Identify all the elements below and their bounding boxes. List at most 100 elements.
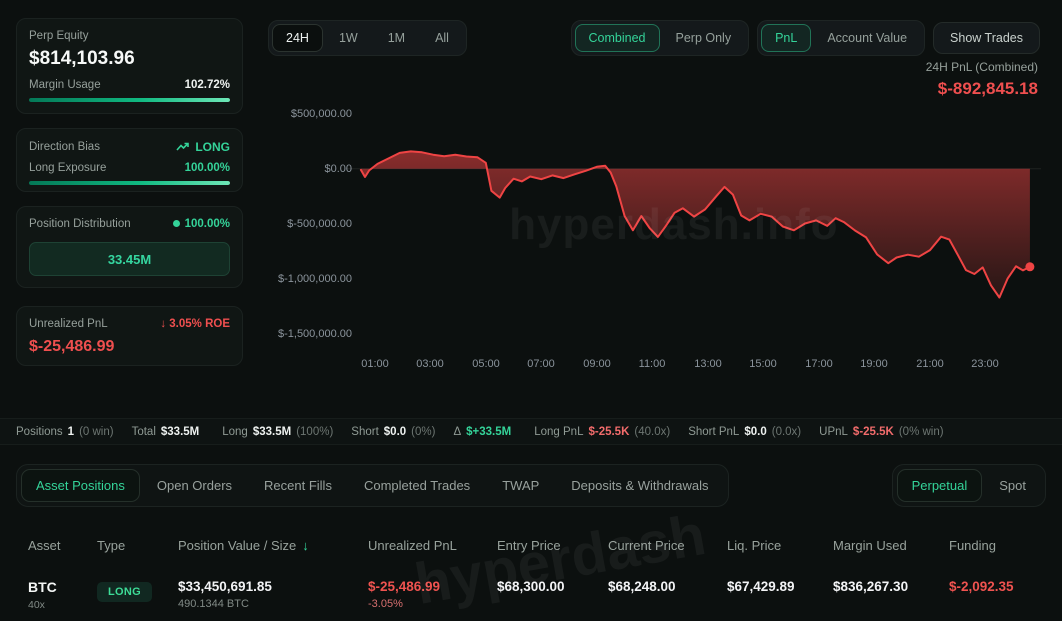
- stat-total: Total $33.5M: [131, 425, 200, 438]
- unrealized-pnl-label: Unrealized PnL: [29, 318, 108, 330]
- asset-symbol: BTC: [28, 579, 57, 595]
- x-axis-tick-label: 17:00: [805, 358, 833, 370]
- view-tab-pnl[interactable]: PnL: [761, 24, 812, 52]
- tab-open-orders[interactable]: Open Orders: [142, 469, 247, 502]
- x-axis-tick-label: 19:00: [860, 358, 888, 370]
- range-tab-24h[interactable]: 24H: [272, 24, 323, 52]
- stat-positions: Positions 1 (0 win): [16, 425, 114, 438]
- tab-asset-positions[interactable]: Asset Positions: [21, 469, 140, 502]
- cell-position-value: $33,450,691.85 490.1344 BTC: [178, 579, 368, 610]
- stat-long: Long $33.5M (100%): [222, 425, 334, 438]
- position-distribution-value: 100.00%: [184, 218, 230, 230]
- x-axis-tick-label: 03:00: [416, 358, 444, 370]
- sort-descending-icon[interactable]: ↓: [302, 538, 309, 553]
- position-tabs: Asset Positions Open Orders Recent Fills…: [16, 464, 729, 507]
- tab-deposits-withdrawals[interactable]: Deposits & Withdrawals: [556, 469, 723, 502]
- col-entry-price[interactable]: Entry Price: [497, 538, 561, 553]
- chart-title-block: 24H PnL (Combined) $-892,845.18: [926, 60, 1038, 99]
- y-axis-tick-label: $0.00: [324, 163, 352, 175]
- stat-short-pnl: Short PnL $0.0 (0.0x): [688, 425, 802, 438]
- positions-table: Asset Type Position Value / Size ↓ Unrea…: [0, 524, 1062, 611]
- unrealized-pnl-card: Unrealized PnL ↓ 3.05% ROE $-25,486.99: [16, 306, 243, 366]
- unrealized-pnl-pct: -3.05%: [368, 598, 403, 610]
- y-axis-tick-label: $-1,000,000.00: [277, 273, 352, 285]
- arrow-down-icon: ↓: [160, 318, 170, 330]
- direction-bias-value: LONG: [195, 140, 230, 154]
- range-tab-1w[interactable]: 1W: [325, 24, 372, 52]
- col-position-value[interactable]: Position Value / Size ↓: [178, 538, 309, 553]
- pnl-chart-svg: [347, 150, 1041, 299]
- view-tab-account-value[interactable]: Account Value: [813, 24, 921, 52]
- roe-value: 3.05% ROE: [169, 318, 230, 330]
- mode-tab-perp-only[interactable]: Perp Only: [662, 24, 746, 52]
- position-value: $33,450,691.85: [178, 579, 272, 594]
- view-mode-group: PnL Account Value: [757, 20, 926, 56]
- asset-leverage: 40x: [28, 599, 45, 611]
- col-liq-price[interactable]: Liq. Price: [727, 538, 782, 553]
- x-axis-tick-label: 05:00: [472, 358, 500, 370]
- long-exposure-bar-fill: [29, 181, 230, 185]
- col-current-price[interactable]: Current Price: [608, 538, 685, 553]
- table-header-row: Asset Type Position Value / Size ↓ Unrea…: [0, 524, 1062, 565]
- x-axis-tick-label: 13:00: [694, 358, 722, 370]
- cell-entry-price: $68,300.00: [497, 579, 565, 594]
- stat-long-pnl: Long PnL $-25.5K (40.0x): [534, 425, 671, 438]
- time-range-tabs: 24H 1W 1M All: [268, 20, 467, 56]
- col-funding[interactable]: Funding: [949, 538, 996, 553]
- x-axis-tick-label: 01:00: [361, 358, 389, 370]
- cell-type: LONG: [97, 579, 178, 602]
- perp-equity-card: Perp Equity $814,103.96 Margin Usage 102…: [16, 18, 243, 114]
- long-exposure-bar: [29, 181, 230, 185]
- cell-funding: $-2,092.35: [949, 579, 1014, 594]
- chart-endpoint-dot: [1025, 262, 1035, 272]
- trending-up-icon: [176, 142, 190, 151]
- y-axis-tick-label: $500,000.00: [290, 108, 352, 120]
- cell-asset: BTC 40x: [28, 579, 97, 611]
- col-asset[interactable]: Asset: [28, 538, 61, 553]
- market-type-tabs: Perpetual Spot: [891, 464, 1046, 507]
- range-tab-1m[interactable]: 1M: [374, 24, 419, 52]
- direction-bias-label: Direction Bias: [29, 141, 100, 153]
- stat-short: Short $0.0 (0%): [351, 425, 436, 438]
- cell-unrealized-pnl: $-25,486.99 -3.05%: [368, 579, 497, 610]
- chart-title: 24H PnL (Combined): [925, 60, 1038, 74]
- cell-current-price: $68,248.00: [608, 579, 676, 594]
- x-axis-tick-label: 11:00: [638, 358, 666, 370]
- col-type[interactable]: Type: [97, 538, 126, 553]
- chart-line: [359, 150, 1031, 299]
- position-distribution-label: Position Distribution: [29, 218, 131, 230]
- position-size: 490.1344 BTC: [178, 598, 249, 610]
- unrealized-pnl: $-25,486.99: [368, 579, 441, 594]
- unrealized-pnl-value: $-25,486.99: [29, 338, 115, 355]
- y-axis-tick-label: $-500,000.00: [287, 218, 352, 230]
- chart-mode-controls: Combined Perp Only PnL Account Value Sho…: [570, 20, 1040, 56]
- long-exposure-value: 100.00%: [184, 162, 230, 174]
- cell-liq-price: $67,429.89: [727, 579, 795, 594]
- tab-recent-fills[interactable]: Recent Fills: [249, 469, 347, 502]
- x-axis-labels: 01:00 03:00 05:00 07:00 09:00 11:00 13:00 15:00…: [347, 358, 1041, 374]
- x-axis-tick-label: 09:00: [583, 358, 611, 370]
- tab-twap[interactable]: TWAP: [487, 469, 554, 502]
- pnl-chart-plot[interactable]: [347, 104, 1041, 350]
- show-trades-button[interactable]: Show Trades: [933, 22, 1040, 54]
- positions-summary-bar: Positions 1 (0 win) Total $33.5M Long $3…: [0, 418, 1062, 445]
- margin-usage-label: Margin Usage: [29, 79, 101, 91]
- col-margin-used[interactable]: Margin Used: [833, 538, 907, 553]
- table-row[interactable]: BTC 40x LONG $33,450,691.85 490.1344 BTC…: [0, 565, 1062, 611]
- perp-equity-label: Perp Equity: [29, 30, 89, 42]
- stat-delta: Δ $+33.5M: [453, 425, 512, 438]
- col-unrealized-pnl[interactable]: Unrealized PnL: [368, 538, 457, 553]
- pnl-chart-panel: 24H 1W 1M All Combined Perp Only PnL Acc…: [262, 8, 1054, 412]
- stat-upnl: UPnL $-25.5K (0% win): [819, 425, 944, 438]
- range-tab-all[interactable]: All: [421, 24, 463, 52]
- long-badge: LONG: [97, 582, 152, 602]
- direction-bias-card: Direction Bias LONG Long Exposure 100.00…: [16, 128, 243, 192]
- tab-spot[interactable]: Spot: [984, 469, 1041, 502]
- green-dot-icon: [172, 220, 180, 227]
- chart-pnl-value: $-892,845.18: [937, 79, 1038, 98]
- mode-tab-combined[interactable]: Combined: [574, 24, 660, 52]
- x-axis-tick-label: 07:00: [527, 358, 555, 370]
- tab-perpetual[interactable]: Perpetual: [896, 469, 983, 502]
- tab-completed-trades[interactable]: Completed Trades: [349, 469, 485, 502]
- position-total-badge[interactable]: 33.45M: [29, 242, 230, 276]
